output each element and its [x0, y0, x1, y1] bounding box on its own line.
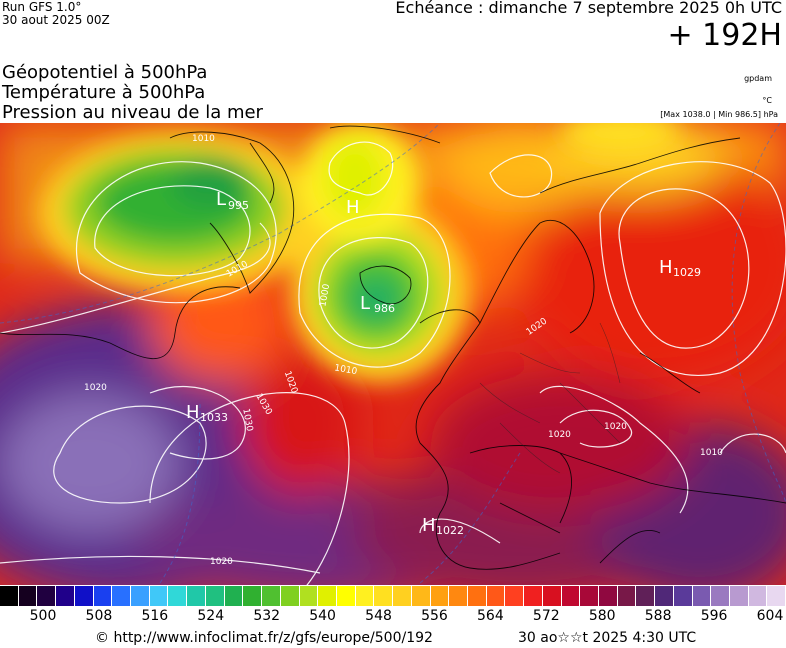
color-swatch — [467, 586, 487, 606]
forecast-valid-time: Echéance : dimanche 7 septembre 2025 0h … — [395, 0, 782, 17]
color-scale-tick: 508 — [85, 608, 113, 624]
color-swatch — [187, 586, 206, 606]
color-swatch — [74, 586, 94, 606]
color-swatch — [0, 586, 19, 606]
color-swatch — [655, 586, 674, 606]
color-swatch — [243, 586, 263, 606]
color-swatch — [730, 586, 749, 606]
color-swatch — [486, 586, 506, 606]
color-scale-tick: 564 — [477, 608, 504, 624]
color-scale-tick: 500 — [29, 608, 57, 624]
color-scale-tick: 580 — [588, 608, 616, 624]
color-swatch — [599, 586, 618, 606]
color-scale-tick: 540 — [309, 608, 336, 624]
color-swatch — [131, 586, 150, 606]
color-scale-tick: 588 — [644, 608, 672, 624]
color-swatch — [561, 586, 581, 606]
color-swatch — [56, 586, 75, 606]
pressure-center-h3-value: 1029 — [673, 266, 701, 279]
color-scale-bar — [0, 586, 786, 606]
color-scale-tick: 532 — [253, 608, 281, 624]
color-swatch — [112, 586, 132, 606]
pressure-center-h1: H — [186, 402, 200, 423]
pressure-center-l1: L — [360, 293, 370, 314]
color-scale-ticks: 500 508 516 524 532 540 548 556 564 572 580 588 596 6… — [0, 608, 786, 628]
copyright-url: © http://www.infoclimat.fr/z/gfs/europe/… — [95, 630, 433, 646]
pressure-center-h1-value: 1033 — [200, 411, 228, 424]
pressure-extremes: [Max 1038.0 | Min 986.5] hPa — [660, 110, 778, 119]
color-swatch — [18, 586, 38, 606]
color-swatch — [430, 586, 450, 606]
color-swatch — [748, 586, 768, 606]
isobar-label: 1030 — [240, 408, 254, 433]
color-scale-tick: 572 — [532, 608, 560, 624]
color-swatch — [673, 586, 693, 606]
color-swatch — [767, 586, 786, 606]
color-scale-tick: 548 — [365, 608, 392, 624]
color-swatch — [205, 586, 225, 606]
color-scale-tick: 556 — [421, 608, 448, 624]
isobar-label: 1000 — [318, 283, 332, 308]
color-scale-tick: 516 — [141, 608, 169, 624]
pressure-center-h4: H — [422, 515, 436, 536]
parameter-geopotential: Géopotentiel à 500hPa — [2, 62, 208, 83]
pressure-center-l2: L — [216, 189, 226, 210]
color-swatch — [524, 586, 543, 606]
parameter-slp: Pression au niveau de la mer — [2, 102, 263, 123]
color-swatch — [93, 586, 113, 606]
color-swatch — [149, 586, 169, 606]
color-swatch — [636, 586, 656, 606]
color-swatch — [336, 586, 356, 606]
color-swatch — [318, 586, 337, 606]
render-time: 30 ao☆☆t 2025 4:30 UTC — [518, 630, 697, 646]
color-swatch — [299, 586, 319, 606]
color-swatch — [580, 586, 599, 606]
color-swatch — [224, 586, 244, 606]
color-swatch — [411, 586, 431, 606]
pressure-center-h2: H — [346, 197, 360, 218]
color-swatch — [37, 586, 57, 606]
parameter-temperature: Température à 500hPa — [2, 82, 206, 103]
pressure-center-l1-value: 986 — [374, 302, 395, 315]
color-swatch — [449, 586, 468, 606]
pressure-center-l2-value: 995 — [228, 199, 249, 212]
color-scale-tick: 596 — [700, 608, 728, 624]
color-swatch — [355, 586, 375, 606]
color-swatch — [374, 586, 394, 606]
run-date-label: 30 aout 2025 00Z — [2, 13, 110, 27]
color-swatch — [692, 586, 712, 606]
color-swatch — [280, 586, 300, 606]
color-swatch — [711, 586, 731, 606]
pressure-center-h3: H — [659, 257, 673, 278]
color-swatch — [168, 586, 188, 606]
color-swatch — [262, 586, 281, 606]
source-tag: gpdam — [744, 74, 772, 83]
color-swatch — [393, 586, 412, 606]
color-swatch — [542, 586, 562, 606]
isobar-label: 1020 — [548, 430, 571, 440]
color-scale-tick: 524 — [197, 608, 225, 624]
pressure-center-h4-value: 1022 — [436, 524, 464, 537]
isobar-label: 1020 — [604, 422, 627, 432]
color-scale-tick: 604 — [756, 608, 784, 624]
color-swatch — [505, 586, 525, 606]
isobar-label: 1010 — [700, 448, 723, 458]
isobar-label: 1020 — [210, 557, 233, 567]
lead-time: + 192H — [667, 18, 783, 53]
weather-map: H 1033 L 986 L 995 H H 1029 H 1022 1010 … — [0, 123, 786, 585]
color-swatch — [617, 586, 637, 606]
unit-celsius: °C — [762, 96, 772, 105]
isobar-label: 1010 — [334, 363, 359, 377]
run-model-label: Run GFS 1.0° — [2, 0, 82, 14]
isobar-label: 1010 — [192, 134, 215, 144]
isobar-label: 1020 — [84, 383, 107, 393]
